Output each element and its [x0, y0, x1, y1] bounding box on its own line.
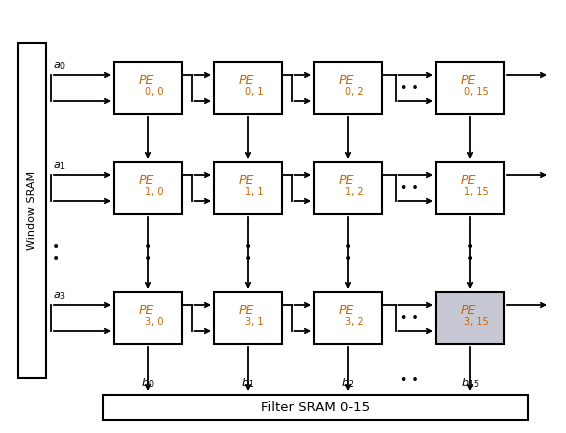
Bar: [436, 292, 504, 344]
Text: 1, 15: 1, 15: [464, 187, 488, 197]
Text: $b_{15}$: $b_{15}$: [461, 376, 479, 390]
Text: $a_{3}$: $a_{3}$: [53, 290, 66, 302]
Text: PE: PE: [460, 174, 475, 187]
Text: 1, 2: 1, 2: [345, 187, 363, 197]
Text: PE: PE: [460, 304, 475, 317]
Text: •
•: • •: [344, 240, 352, 266]
Text: 3, 0: 3, 0: [145, 317, 163, 327]
Text: $b_{2}$: $b_{2}$: [341, 376, 355, 390]
Text: PE: PE: [138, 74, 154, 87]
Text: • •: • •: [400, 181, 418, 194]
Text: 1, 1: 1, 1: [245, 187, 263, 197]
Text: 1, 0: 1, 0: [145, 187, 163, 197]
Text: 0, 15: 0, 15: [464, 87, 488, 97]
Text: 0, 0: 0, 0: [145, 87, 163, 97]
Text: $a_{0}$: $a_{0}$: [53, 60, 66, 72]
Text: Filter SRAM 0-15: Filter SRAM 0-15: [261, 401, 370, 414]
Bar: [314, 162, 382, 214]
Text: PE: PE: [460, 74, 475, 87]
Text: 3, 1: 3, 1: [245, 317, 263, 327]
Bar: [103, 395, 528, 420]
Text: • •: • •: [400, 311, 418, 324]
Text: Window SRAM: Window SRAM: [27, 171, 37, 250]
Text: PE: PE: [238, 304, 254, 317]
Bar: [18, 43, 46, 378]
Text: PE: PE: [138, 174, 154, 187]
Text: PE: PE: [338, 74, 354, 87]
Text: PE: PE: [238, 174, 254, 187]
Text: $a_{1}$: $a_{1}$: [53, 160, 66, 172]
Bar: [314, 292, 382, 344]
Text: PE: PE: [238, 74, 254, 87]
Text: PE: PE: [338, 304, 354, 317]
Text: $b_{0}$: $b_{0}$: [142, 376, 155, 390]
Text: •
•: • •: [466, 240, 474, 266]
Bar: [214, 162, 282, 214]
Bar: [436, 162, 504, 214]
Bar: [314, 62, 382, 114]
Bar: [436, 62, 504, 114]
Bar: [214, 292, 282, 344]
Bar: [114, 292, 182, 344]
Text: PE: PE: [338, 174, 354, 187]
Text: 0, 2: 0, 2: [345, 87, 363, 97]
Text: •
•: • •: [144, 240, 152, 266]
Text: 3, 2: 3, 2: [345, 317, 363, 327]
Bar: [114, 162, 182, 214]
Bar: [114, 62, 182, 114]
Text: •
•: • •: [244, 240, 252, 266]
Text: • •: • •: [400, 374, 418, 387]
Text: •
•: • •: [52, 240, 60, 266]
Text: PE: PE: [138, 304, 154, 317]
Text: • •: • •: [400, 81, 418, 94]
Text: 3, 15: 3, 15: [464, 317, 488, 327]
Bar: [214, 62, 282, 114]
Text: 0, 1: 0, 1: [245, 87, 263, 97]
Text: $b_{1}$: $b_{1}$: [241, 376, 255, 390]
